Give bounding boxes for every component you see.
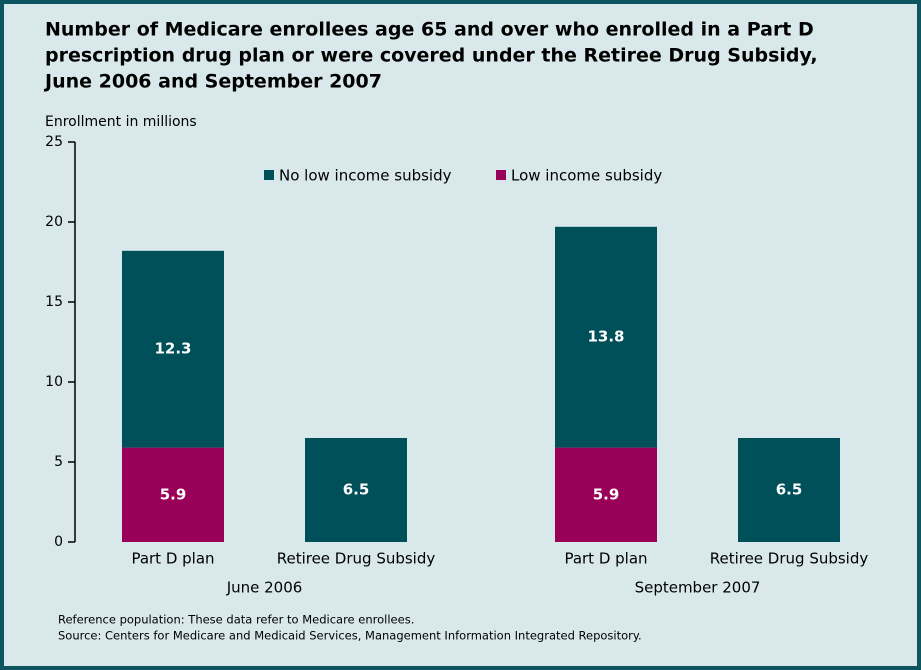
x-tick-label: Part D plan <box>564 550 647 568</box>
y-tick-label: 0 <box>54 534 63 550</box>
bar-segment <box>555 226 657 448</box>
legend-swatch <box>496 170 506 180</box>
data-label: 5.9 <box>160 485 187 503</box>
bar-segment <box>555 447 657 542</box>
data-label: 6.5 <box>776 481 803 499</box>
y-tick-label: 15 <box>45 294 63 310</box>
chart-title: Number of Medicare enrollees age 65 and … <box>45 19 814 41</box>
bar-segment <box>122 447 224 542</box>
x-tick-label: Retiree Drug Subsidy <box>277 550 436 568</box>
bar-segment <box>122 250 224 448</box>
legend-swatch <box>264 170 274 180</box>
y-tick-label: 25 <box>45 134 63 150</box>
y-tick-label: 10 <box>45 374 63 390</box>
y-tick-label: 5 <box>54 454 63 470</box>
bar-segment <box>738 438 840 542</box>
data-label: 13.8 <box>587 328 624 346</box>
group-label: June 2006 <box>226 579 303 597</box>
data-label: 5.9 <box>593 485 620 503</box>
x-tick-label: Retiree Drug Subsidy <box>710 550 869 568</box>
legend-label: No low income subsidy <box>279 167 452 185</box>
data-label: 12.3 <box>154 340 191 358</box>
bar-segment <box>305 438 407 542</box>
x-tick-label: Part D plan <box>131 550 214 568</box>
group-label: September 2007 <box>635 579 761 597</box>
y-axis-label: Enrollment in millions <box>45 114 197 130</box>
y-tick-label: 20 <box>45 214 63 230</box>
chart-title: June 2006 and September 2007 <box>43 71 382 93</box>
note: Reference population: These data refer t… <box>58 613 414 627</box>
chart-title: prescription drug plan or were covered u… <box>45 45 818 67</box>
note: Source: Centers for Medicare and Medicai… <box>58 629 642 643</box>
legend-label: Low income subsidy <box>511 167 662 185</box>
data-label: 6.5 <box>343 481 370 499</box>
